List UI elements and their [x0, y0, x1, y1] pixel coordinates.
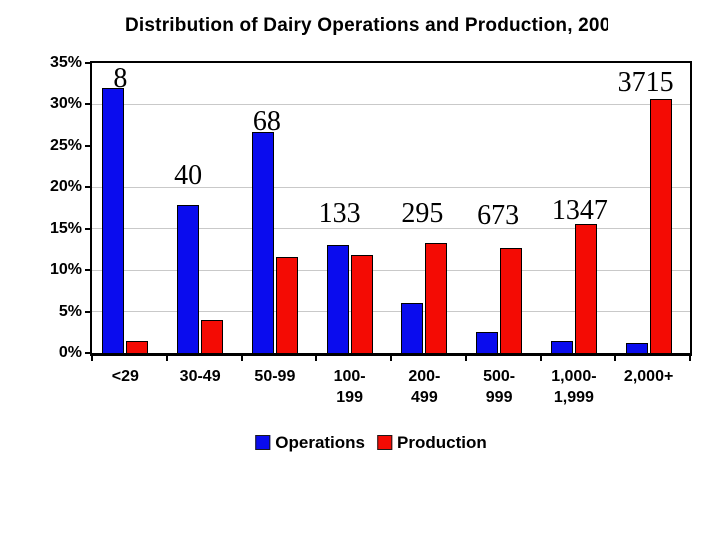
x-axis-label-200-499: 200- 499 [408, 368, 441, 406]
y-axis-label-10%: 10% [49, 261, 82, 279]
legend-item-production: Production [377, 434, 487, 451]
y-tick-10% [85, 269, 91, 272]
y-tick-5% [85, 310, 91, 313]
bar-production-30-49 [201, 319, 224, 353]
y-tick-20% [85, 186, 91, 189]
x-axis-label-100-199: 100- 199 [333, 368, 366, 406]
axis-top [90, 61, 690, 63]
legend: Operations Production [255, 434, 487, 451]
bar-operations-2,000+ [625, 343, 648, 353]
x-axis-label-500-999: 500- 999 [483, 368, 516, 406]
legend-label-operations: Operations [275, 433, 366, 452]
bar-annotation-40: 40 [174, 159, 203, 191]
y-axis-label-25%: 25% [49, 136, 82, 154]
x-tick-5 [464, 356, 467, 361]
bar-annotation-1347: 1347 [551, 195, 608, 227]
y-tick-30% [85, 103, 91, 106]
x-tick-7 [614, 356, 617, 361]
y-axis-label-5%: 5% [58, 302, 82, 320]
x-tick-1 [165, 356, 168, 361]
axis-bottom [90, 353, 692, 356]
bar-chart: Distribution of Dairy Operations and Pro… [49, 15, 692, 451]
bar-annotation-68: 68 [252, 105, 281, 137]
bar-production-1,000-1,999 [574, 223, 597, 353]
gridline-10pct [92, 269, 690, 271]
bar-production-50-99 [275, 256, 298, 353]
axis-left [90, 61, 92, 353]
bar-annotation-133: 133 [318, 197, 361, 229]
x-tick-3 [315, 356, 318, 361]
bar-operations-1,000-1,999 [550, 340, 573, 353]
y-axis-label-15%: 15% [49, 219, 82, 237]
x-axis-label-50-99: 50-99 [254, 368, 296, 385]
x-tick-8 [689, 356, 691, 361]
gridline-30pct [92, 103, 690, 105]
bar-operations-<29 [102, 87, 125, 353]
x-tick-0 [91, 356, 93, 361]
y-axis-label-0%: 0% [58, 344, 82, 361]
bar-operations-200-499 [401, 303, 424, 353]
bar-annotation-8: 8 [113, 62, 128, 94]
legend-label-production: Production [397, 433, 487, 452]
y-axis-label-35%: 35% [49, 54, 82, 71]
bar-operations-30-49 [177, 204, 200, 353]
y-tick-15% [85, 227, 91, 230]
bar-production-500-999 [500, 247, 523, 353]
bar-production-200-499 [425, 242, 448, 353]
y-tick-35% [85, 62, 91, 64]
y-axis-label-20%: 20% [49, 178, 82, 196]
x-tick-4 [390, 356, 392, 361]
bar-annotation-673: 673 [477, 199, 520, 231]
x-axis-label-<29: <29 [111, 368, 139, 385]
x-tick-6 [539, 356, 542, 361]
chart-title: Distribution of Dairy Operations and Pro… [125, 15, 608, 36]
bar-annotation-295: 295 [401, 197, 444, 229]
y-tick-0% [85, 352, 91, 354]
bar-operations-100-199 [326, 245, 349, 353]
legend-swatch-operations [255, 435, 271, 450]
bar-operations-50-99 [251, 131, 274, 353]
axis-right [690, 61, 692, 356]
y-tick-25% [85, 144, 91, 147]
bar-production-100-199 [350, 255, 373, 353]
gridline-15pct [92, 228, 690, 230]
y-axis-label-30%: 30% [49, 95, 82, 113]
gridline-20pct [92, 186, 690, 188]
gridline-5pct [92, 311, 690, 313]
legend-item-operations: Operations [255, 434, 365, 451]
x-tick-2 [240, 356, 243, 361]
legend-swatch-production [377, 435, 393, 450]
bar-production-<29 [126, 341, 149, 353]
bar-operations-500-999 [476, 332, 499, 353]
x-axis-label-1,000-1,999: 1,000- 1,999 [551, 368, 597, 406]
bar-production-2,000+ [649, 99, 672, 353]
x-axis-label-30-49: 30-49 [179, 368, 221, 385]
x-axis-label-2,000+: 2,000+ [623, 368, 674, 385]
bar-annotation-3715: 3715 [617, 67, 674, 98]
plot-area: 8 40 68 133 295 673 1347 3715 [92, 63, 690, 353]
